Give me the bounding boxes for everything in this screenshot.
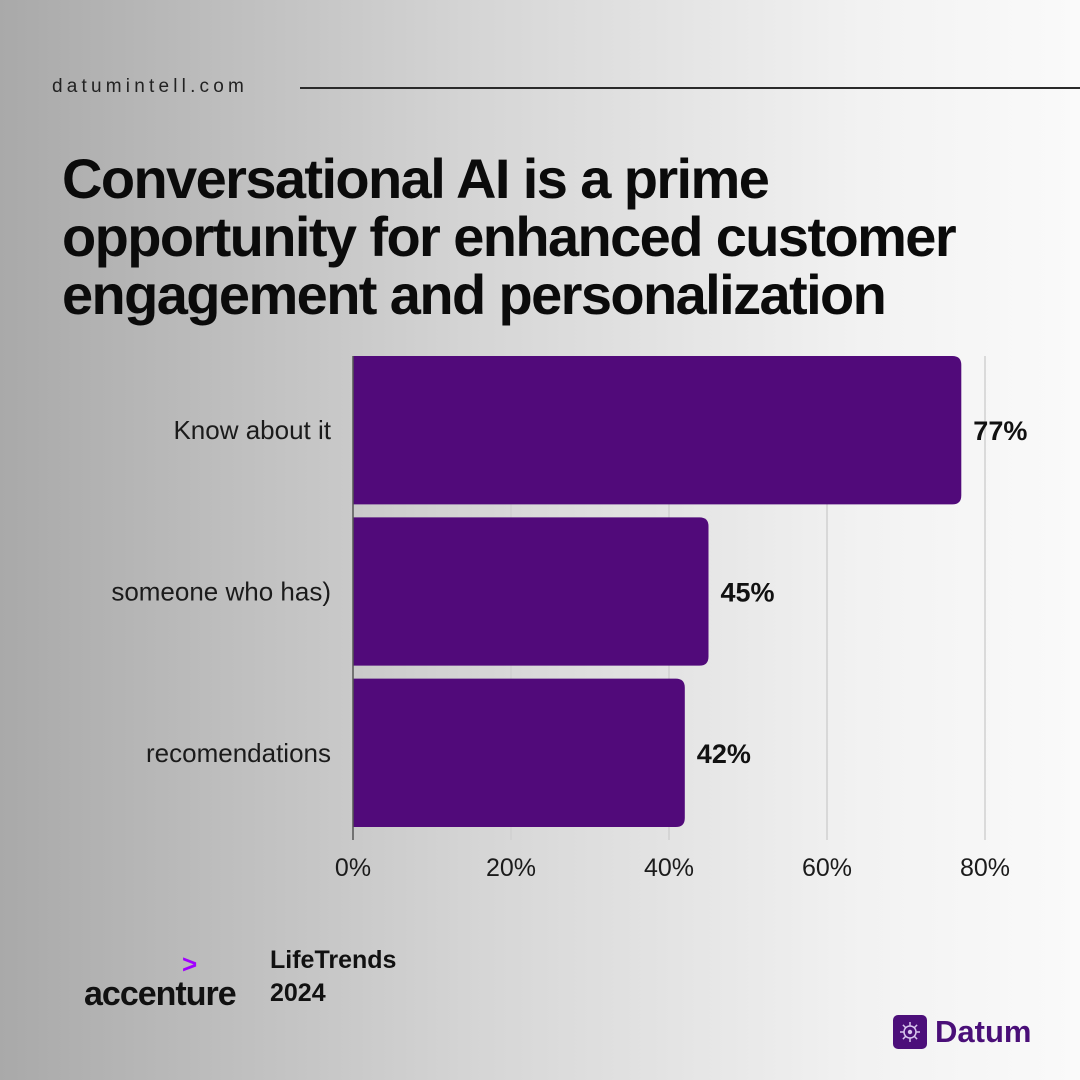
accenture-logo: > accenture <box>84 951 237 1014</box>
data-label: 45% <box>721 578 775 608</box>
category-label: recomendations <box>146 738 331 768</box>
title-line: opportunity for enhanced customer <box>62 205 957 268</box>
bar <box>353 356 962 505</box>
accenture-arrow-icon: > <box>182 949 198 979</box>
x-tick-label: 60% <box>802 854 852 882</box>
source-line: 2024 <box>270 979 326 1007</box>
source-line: LifeTrends <box>270 946 397 974</box>
bar <box>353 678 685 827</box>
accenture-wordmark: accenture <box>84 975 237 1013</box>
datum-logo: Datum <box>893 1014 1031 1050</box>
category-label: someone who has) <box>111 577 331 607</box>
category-label: Know about it <box>173 415 331 445</box>
bar <box>353 517 709 666</box>
header-divider <box>300 87 1080 89</box>
datum-wordmark: Datum <box>935 1014 1032 1049</box>
x-tick-label: 80% <box>960 854 1010 882</box>
datum-emblem-icon <box>893 1015 927 1049</box>
data-label: 77% <box>973 416 1027 446</box>
x-tick-label: 0% <box>335 854 371 882</box>
x-tick-label: 20% <box>486 854 536 882</box>
site-url: datumintell.com <box>52 76 249 97</box>
title-line: Conversational AI is a prime <box>62 147 770 210</box>
title-line: engagement and personalization <box>62 263 887 326</box>
page-title: Conversational AI is a prime opportunity… <box>62 150 1052 324</box>
source-label: LifeTrends 2024 <box>270 944 396 1010</box>
x-tick-label: 40% <box>644 854 694 882</box>
data-label: 42% <box>697 739 751 769</box>
